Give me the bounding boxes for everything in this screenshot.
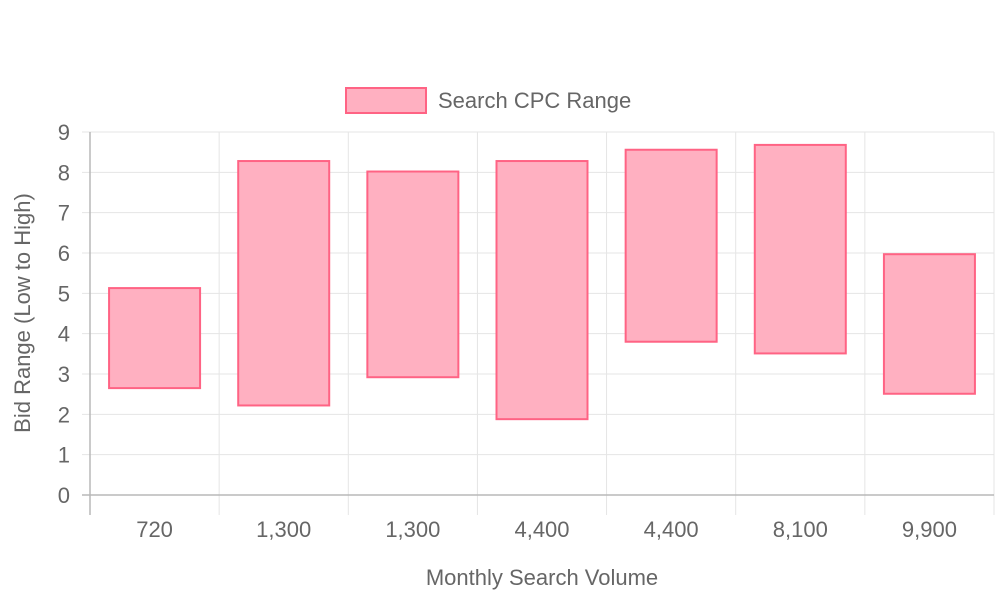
y-tick-label: 8 bbox=[58, 160, 70, 185]
range-bar[interactable] bbox=[882, 253, 976, 395]
x-tick-label: 4,400 bbox=[644, 517, 699, 542]
x-tick-label: 8,100 bbox=[773, 517, 828, 542]
x-tick-label: 4,400 bbox=[514, 517, 569, 542]
x-tick-label: 9,900 bbox=[902, 517, 957, 542]
y-tick-label: 4 bbox=[58, 322, 70, 347]
bars bbox=[108, 143, 976, 421]
range-bar[interactable] bbox=[108, 287, 202, 390]
axes bbox=[82, 132, 994, 515]
y-tick-label: 6 bbox=[58, 241, 70, 266]
y-tick-label: 2 bbox=[58, 402, 70, 427]
y-tick-label: 5 bbox=[58, 281, 70, 306]
y-tick-label: 7 bbox=[58, 201, 70, 226]
y-axis-title: Bid Range (Low to High) bbox=[10, 193, 35, 433]
x-tick-label: 1,300 bbox=[256, 517, 311, 542]
y-tick-label: 9 bbox=[58, 120, 70, 145]
legend[interactable]: Search CPC Range bbox=[345, 87, 631, 114]
y-tick-label: 1 bbox=[58, 443, 70, 468]
legend-swatch[interactable] bbox=[345, 87, 427, 114]
y-tick-label: 3 bbox=[58, 362, 70, 387]
range-bar[interactable] bbox=[495, 160, 589, 421]
range-bar[interactable] bbox=[237, 160, 331, 407]
tick-labels: 0 1 2 3 4 5 6 7 8 9 720 1,300 1,300 4,400 4,400 8,100 9,… bbox=[58, 120, 957, 542]
range-bar[interactable] bbox=[624, 148, 718, 343]
legend-label: Search CPC Range bbox=[438, 88, 631, 113]
range-bar[interactable] bbox=[366, 170, 460, 379]
x-tick-label: 1,300 bbox=[385, 517, 440, 542]
x-tick-label: 720 bbox=[136, 517, 173, 542]
range-bar[interactable] bbox=[753, 143, 847, 355]
y-tick-label: 0 bbox=[58, 483, 70, 508]
x-axis-title: Monthly Search Volume bbox=[426, 565, 658, 590]
